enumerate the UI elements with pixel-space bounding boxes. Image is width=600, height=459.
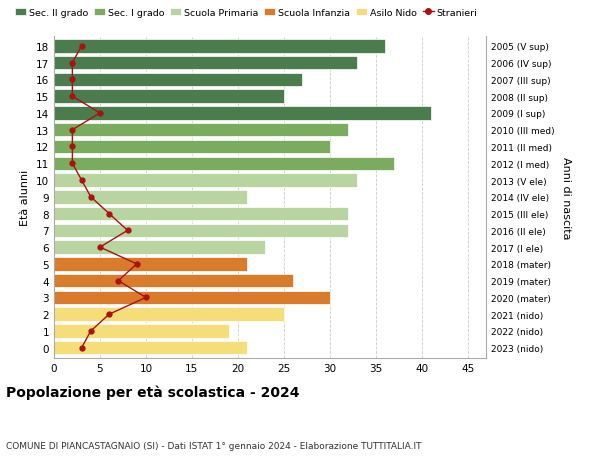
Bar bbox=[54, 341, 247, 355]
Bar bbox=[54, 107, 431, 120]
Bar bbox=[54, 190, 247, 204]
Bar bbox=[54, 325, 229, 338]
Bar bbox=[54, 224, 348, 237]
Bar bbox=[54, 207, 348, 221]
Bar bbox=[54, 174, 358, 187]
Bar bbox=[54, 57, 358, 70]
Text: Popolazione per età scolastica - 2024: Popolazione per età scolastica - 2024 bbox=[6, 385, 299, 399]
Bar bbox=[54, 257, 247, 271]
Y-axis label: Anni di nascita: Anni di nascita bbox=[561, 156, 571, 239]
Text: COMUNE DI PIANCASTAGNAIO (SI) - Dati ISTAT 1° gennaio 2024 - Elaborazione TUTTIT: COMUNE DI PIANCASTAGNAIO (SI) - Dati IST… bbox=[6, 441, 421, 450]
Bar bbox=[54, 124, 348, 137]
Bar bbox=[54, 308, 284, 321]
Bar bbox=[54, 291, 330, 304]
Legend: Sec. II grado, Sec. I grado, Scuola Primaria, Scuola Infanzia, Asilo Nido, Stran: Sec. II grado, Sec. I grado, Scuola Prim… bbox=[11, 5, 481, 21]
Bar bbox=[54, 241, 265, 254]
Bar bbox=[54, 73, 302, 87]
Bar bbox=[54, 140, 330, 154]
Bar bbox=[54, 274, 293, 288]
Bar bbox=[54, 157, 394, 171]
Bar bbox=[54, 40, 385, 53]
Bar bbox=[54, 90, 284, 104]
Y-axis label: Età alunni: Età alunni bbox=[20, 169, 31, 225]
